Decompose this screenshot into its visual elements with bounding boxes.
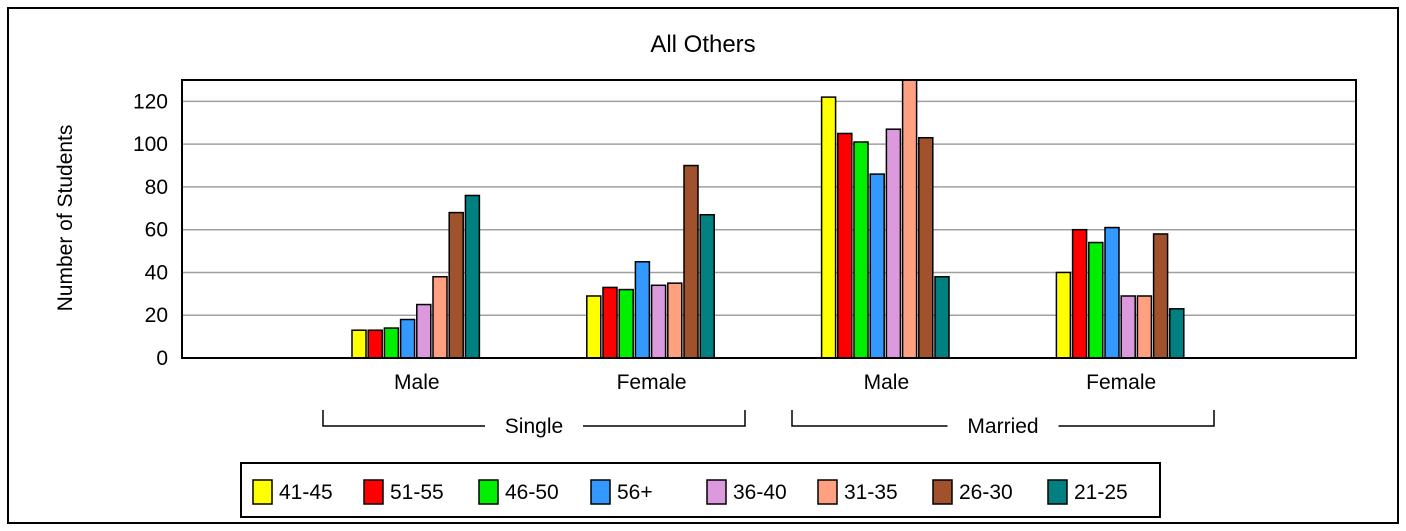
legend-swatch <box>590 479 611 505</box>
legend-label: 26-30 <box>959 481 1013 504</box>
bar-2630-0 <box>448 211 464 359</box>
bar-3640-3 <box>1120 295 1136 359</box>
legend-label: 56+ <box>617 481 653 504</box>
group-bracket <box>322 410 746 427</box>
group-label: Single <box>505 415 563 438</box>
bar-3640-2 <box>885 128 902 359</box>
y-axis-ticks: 0 20 40 60 80 100 120 <box>133 90 168 370</box>
bar-56-0 <box>399 318 416 359</box>
x-tick-label: Male <box>394 371 440 394</box>
y-tick-label: 100 <box>133 133 168 156</box>
bar-4145-0 <box>351 329 367 359</box>
bar-2125-2 <box>934 275 950 359</box>
y-tick-label: 60 <box>145 219 168 242</box>
bar-4650-1 <box>618 288 634 359</box>
bar-2125-1 <box>699 213 715 359</box>
bar-2630-2 <box>918 136 934 359</box>
legend: 41-45 51-55 46-50 56+ 36-40 31-35 26-30 21-25 <box>252 479 1128 505</box>
bar-3135-3 <box>1136 295 1153 359</box>
group-label: Married <box>967 415 1038 438</box>
bar-4650-3 <box>1088 241 1104 359</box>
y-tick-label: 80 <box>145 176 168 199</box>
x-tick-label: Male <box>864 371 910 394</box>
bar-3135-0 <box>432 275 448 359</box>
bar-4145-1 <box>586 295 602 359</box>
legend-label: 21-25 <box>1074 481 1128 504</box>
legend-swatch <box>817 479 838 505</box>
bar-3640-0 <box>416 303 432 359</box>
legend-swatch <box>363 479 384 505</box>
chart-title: All Others <box>650 31 755 58</box>
legend-swatch <box>252 479 273 505</box>
legend-label: 31-35 <box>844 481 898 504</box>
legend-swatch <box>932 479 953 505</box>
legend-swatch <box>1047 479 1068 505</box>
bar-4650-0 <box>383 327 400 359</box>
bar-3640-1 <box>650 284 667 359</box>
x-tick-label: Female <box>1086 371 1156 394</box>
group-brackets: Single Married <box>322 410 1215 438</box>
group-bracket <box>791 410 1215 427</box>
legend-label: 51-55 <box>390 481 444 504</box>
bar-56-3 <box>1104 226 1120 359</box>
x-tick-label: Female <box>617 371 687 394</box>
y-axis-title: Number of Students <box>54 125 77 312</box>
bars <box>351 79 1185 359</box>
legend-label: 36-40 <box>733 481 787 504</box>
legend-label: 46-50 <box>505 481 559 504</box>
bar-4145-3 <box>1055 271 1072 359</box>
bar-5155-0 <box>367 329 383 359</box>
legend-swatch <box>706 479 727 505</box>
bar-4145-2 <box>820 96 837 359</box>
y-tick-label: 40 <box>145 261 168 284</box>
bar-2125-0 <box>464 194 481 359</box>
bar-3135-2 <box>901 79 918 359</box>
bar-5155-3 <box>1071 228 1088 359</box>
bar-56-1 <box>634 261 651 359</box>
legend-label: 41-45 <box>279 481 333 504</box>
bar-5155-2 <box>837 132 853 359</box>
plot-area-border <box>181 79 1357 359</box>
y-tick-label: 0 <box>156 347 168 370</box>
y-tick-label: 20 <box>145 304 168 327</box>
bar-2630-3 <box>1152 233 1169 359</box>
bar-2630-1 <box>683 164 699 359</box>
bar-3135-1 <box>667 282 683 359</box>
bar-5155-1 <box>602 286 618 359</box>
bar-4650-2 <box>853 141 869 359</box>
y-tick-label: 120 <box>133 90 168 113</box>
legend-box <box>240 462 1161 518</box>
x-axis-labels: Male Female Male Female <box>394 371 1156 394</box>
bar-56-2 <box>869 173 885 359</box>
bar-2125-3 <box>1169 308 1185 359</box>
legend-swatch <box>478 479 499 505</box>
